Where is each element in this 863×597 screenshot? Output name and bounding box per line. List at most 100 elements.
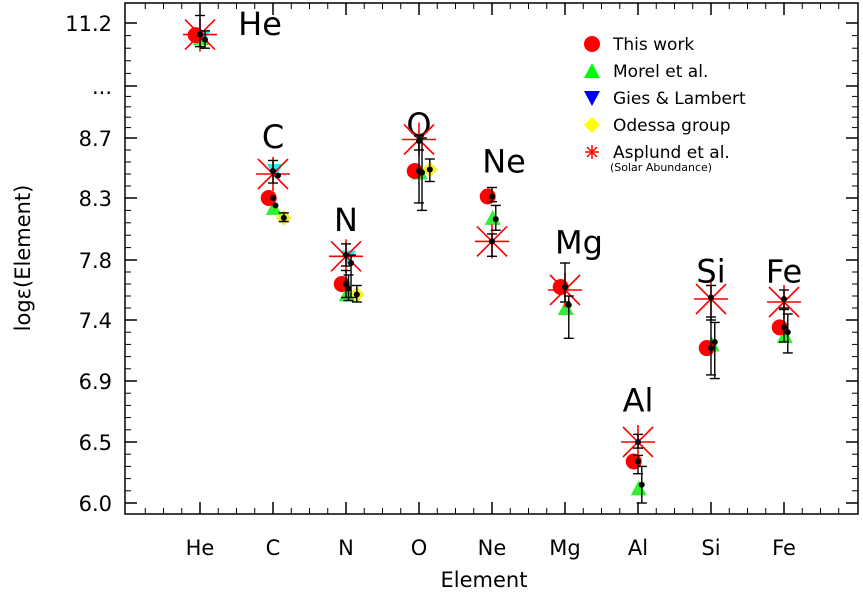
- point-dot: [275, 172, 282, 179]
- point-dot: [426, 166, 433, 173]
- legend-item-gies-lambert: Gies & Lambert: [584, 89, 746, 109]
- errorbar-point-si: [706, 316, 716, 376]
- data-series: [183, 14, 801, 504]
- y-tick-label: 6.5: [79, 431, 112, 455]
- element-label-ne: Ne: [482, 143, 526, 181]
- legend-marker-morel-et-al: [584, 63, 600, 78]
- point-dot: [708, 345, 714, 352]
- x-tick-label-ne: Ne: [478, 536, 507, 560]
- element-label-al: Al: [623, 381, 654, 419]
- marker-morel-et-al-al: [630, 480, 647, 496]
- errorbar-point-c: [270, 195, 276, 201]
- legend-label-asplund-et-al: Asplund et al.: [613, 143, 730, 163]
- legend-marker-gies-lambert: [584, 91, 600, 106]
- marker-morel-et-al-fe: [776, 327, 793, 343]
- errorbar-point-mg: [563, 295, 574, 339]
- legend-label-this-work: This work: [612, 35, 694, 55]
- legend-item-morel-et-al: Morel et al.: [584, 62, 708, 82]
- point-dot: [635, 439, 641, 445]
- errorbar-point-fe: [782, 313, 793, 354]
- x-tick-label-al: Al: [628, 536, 648, 560]
- legend-marker-odessa-group-shape: [584, 117, 600, 133]
- legend-asterisk-stroke: [586, 146, 598, 158]
- legend-label-gies-lambert: Gies & Lambert: [613, 89, 746, 109]
- plot-frame: [124, 2, 859, 515]
- point-dot: [197, 31, 203, 38]
- point-dot: [353, 291, 360, 298]
- y-tick-label: 7.4: [79, 309, 112, 333]
- y-axis-title: logε(Element): [11, 185, 35, 332]
- point-dot: [711, 338, 718, 345]
- point-dot: [345, 285, 352, 292]
- x-tick-label-n: N: [338, 536, 354, 560]
- point-dot: [489, 238, 495, 245]
- point-dot: [635, 458, 641, 465]
- marker-morel-et-al-fe-shape: [776, 327, 793, 343]
- errorbar-point-he: [195, 14, 205, 48]
- errorbar-point-c: [278, 212, 289, 223]
- y-tick-label: 7.8: [79, 249, 112, 273]
- errorbar-point-o: [424, 158, 435, 183]
- point-dot: [565, 302, 572, 308]
- errorbar-point-n: [343, 274, 354, 302]
- point-dot: [272, 202, 279, 209]
- y-tick-label: 8.3: [79, 187, 112, 211]
- legend-item-this-work: This work: [584, 35, 694, 55]
- legend-marker-morel-et-al-shape: [584, 63, 600, 78]
- x-tick-label-c: C: [266, 536, 281, 560]
- x-tick-label-si: Si: [701, 536, 720, 560]
- marker-this-work-c: [260, 190, 277, 206]
- x-axis: He C N O Ne Mg Al Si Fe: [144, 3, 840, 560]
- errorbar-point-c: [275, 172, 282, 179]
- legend-marker-gies-lambert-shape: [584, 91, 600, 106]
- x-tick-label-mg: Mg: [549, 536, 580, 560]
- errorbar-point-fe: [779, 289, 789, 309]
- point-dot: [270, 195, 276, 201]
- x-tick-label-fe: Fe: [772, 536, 796, 560]
- errorbar-point-si: [709, 321, 720, 380]
- point-dot: [784, 329, 791, 336]
- errorbar-point-ne: [487, 186, 497, 203]
- legend-item-odessa-group: Odessa group: [584, 116, 731, 136]
- marker-morel-et-al-mg-shape: [557, 300, 574, 315]
- y-tick-label: 11.2: [65, 12, 112, 36]
- point-dot: [492, 216, 499, 223]
- point-dot: [280, 214, 287, 221]
- errorbar-point-n: [346, 254, 357, 299]
- legend-item-asplund-et-al: Asplund et al.(Solar Abundance): [585, 143, 730, 174]
- x-axis-title: Element: [441, 568, 528, 592]
- legend: This work Morel et al. Gies & Lambert Odess…: [584, 35, 746, 174]
- errorbar-point-o: [417, 137, 428, 212]
- point-dot: [781, 324, 787, 331]
- errorbar-point-n: [341, 243, 351, 267]
- element-label-mg: Mg: [555, 223, 603, 261]
- y-tick-label: 6.9: [79, 370, 112, 394]
- point-dot: [202, 36, 209, 43]
- element-label-fe: Fe: [766, 253, 802, 291]
- legend-label-morel-et-al: Morel et al.: [613, 62, 708, 82]
- point-dot: [270, 168, 276, 174]
- legend-marker-this-work: [584, 36, 600, 52]
- errorbar-point-ne: [490, 204, 501, 231]
- errorbar-point-he: [200, 30, 211, 49]
- marker-morel-et-al-al-shape: [630, 480, 647, 496]
- point-dot: [708, 294, 714, 301]
- legend-marker-this-work-shape: [584, 36, 600, 52]
- y-tick-label: 8.7: [79, 127, 112, 151]
- point-dot: [638, 481, 645, 488]
- point-dot: [781, 296, 787, 302]
- errorbar-point-ne: [487, 233, 497, 257]
- x-tick-label-he: He: [186, 536, 215, 560]
- marker-morel-et-al-ne: [484, 209, 501, 225]
- errorbar-point-n: [351, 284, 362, 303]
- errorbar-point-c: [272, 202, 279, 209]
- marker-morel-et-al-ne-shape: [484, 209, 501, 225]
- y-axis: 11.2... 8.7 8.3 7.8 7.4 6.9 6.5 6.0: [65, 12, 858, 516]
- point-dot: [562, 284, 568, 290]
- legend-marker-odessa-group: [584, 117, 600, 133]
- point-dot: [489, 193, 495, 200]
- legend-sublabel-asplund-et-al: (Solar Abundance): [610, 161, 712, 174]
- errorbar-point-al: [636, 465, 647, 504]
